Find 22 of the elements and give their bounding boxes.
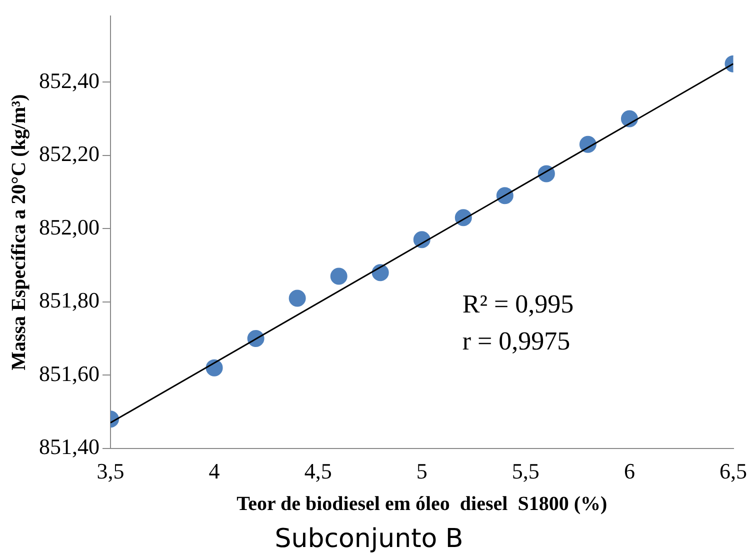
x-axis-title: Teor de biodiesel em óleo diesel S1800 (%): [236, 492, 608, 515]
x-tick-label: 4: [208, 458, 220, 484]
point: [330, 268, 348, 285]
y-tick-label: 851,60: [39, 360, 100, 386]
x-tick-label: 6,5: [720, 458, 747, 484]
x-tick-label: 6: [624, 458, 635, 484]
y-tick-label: 851,40: [39, 434, 100, 460]
annotation: R² = 0,995: [462, 290, 574, 319]
y-tick-label: 852,40: [39, 68, 100, 93]
y-axis-title: Massa Específica a 20°C (kg/m³): [8, 94, 30, 370]
x-tick-label: 3,5: [96, 458, 124, 484]
text: Subconjunto B: [274, 524, 464, 554]
x-tick-label: 5,5: [512, 458, 540, 484]
point: [206, 359, 223, 376]
point: [288, 290, 306, 307]
point: [372, 264, 389, 282]
x-tick-label: 4,5: [304, 458, 332, 484]
y-tick-label: 852,20: [39, 141, 100, 166]
y-tick-label: 851,80: [39, 288, 100, 313]
annotation: r = 0,9975: [462, 326, 570, 356]
x-tick-label: 5: [416, 458, 428, 484]
y-tick-label: 852,00: [39, 214, 100, 240]
